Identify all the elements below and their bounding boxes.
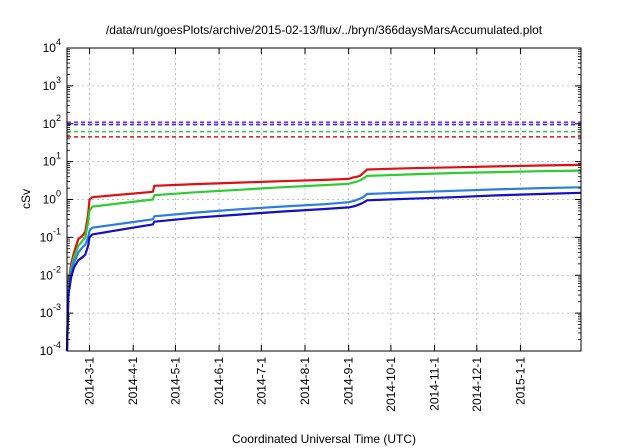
- y-axis-label: cSv: [19, 189, 33, 209]
- x-axis: 2014-3-1 2014-4-1 2014-5-1 2014-6-1 2014-7-1…: [83, 48, 527, 412]
- y-tick-base: 10: [43, 193, 57, 207]
- reference-lines: [67, 121, 581, 138]
- chart-title: /data/run/goesPlots/archive/2015-02-13/f…: [106, 23, 543, 37]
- y-tick-exponent: 1: [56, 151, 61, 161]
- y-tick-label: 10-1: [40, 226, 61, 244]
- x-tick-label: 2014-10-1: [384, 357, 398, 412]
- y-tick-base: 10: [40, 344, 54, 358]
- x-tick-label: 2014-5-1: [168, 357, 182, 405]
- x-tick-label: 2014-6-1: [212, 357, 226, 405]
- y-tick-label: 104: [43, 37, 61, 55]
- x-tick-label: 2014-11-1: [428, 357, 442, 411]
- y-tick-exponent: -1: [53, 226, 61, 236]
- y-tick-label: 10-2: [40, 264, 61, 282]
- y-tick-base: 10: [43, 117, 57, 131]
- x-tick-label: 2014-9-1: [342, 357, 356, 405]
- y-tick-base: 10: [40, 306, 54, 320]
- y-tick-base: 10: [43, 41, 57, 55]
- series-line: [65, 163, 582, 352]
- y-tick-label: 101: [43, 151, 61, 169]
- y-tick-exponent: -4: [53, 340, 61, 350]
- y-tick-exponent: 3: [56, 75, 61, 85]
- x-tick-label: 2014-12-1: [470, 357, 484, 412]
- y-tick-base: 10: [40, 268, 54, 282]
- y-tick-label: 102: [43, 113, 61, 131]
- y-tick-base: 10: [43, 79, 57, 93]
- y-tick-base: 10: [43, 155, 57, 169]
- y-tick-exponent: 2: [56, 113, 61, 123]
- series-line: [65, 186, 582, 352]
- x-tick-label: 2014-7-1: [254, 357, 268, 405]
- x-tick-label: 2014-4-1: [126, 357, 140, 405]
- series-layer: [65, 163, 582, 352]
- y-tick-label: 100: [43, 189, 61, 207]
- y-tick-exponent: 4: [56, 37, 61, 47]
- y-tick-exponent: 0: [56, 189, 61, 199]
- y-tick-label: 103: [43, 75, 61, 93]
- series-line: [65, 169, 582, 352]
- y-tick-base: 10: [40, 230, 54, 244]
- x-tick-label: 2014-3-1: [83, 357, 97, 405]
- y-tick-exponent: -2: [53, 264, 61, 274]
- x-axis-label: Coordinated Universal Time (UTC): [232, 432, 416, 446]
- x-tick-label: 2014-8-1: [298, 357, 312, 405]
- y-tick-label: 10-3: [40, 302, 61, 320]
- x-tick-label: 2015-1-1: [513, 357, 527, 405]
- y-tick-label: 10-4: [40, 340, 61, 358]
- y-tick-exponent: -3: [53, 302, 61, 312]
- series-line: [65, 191, 582, 352]
